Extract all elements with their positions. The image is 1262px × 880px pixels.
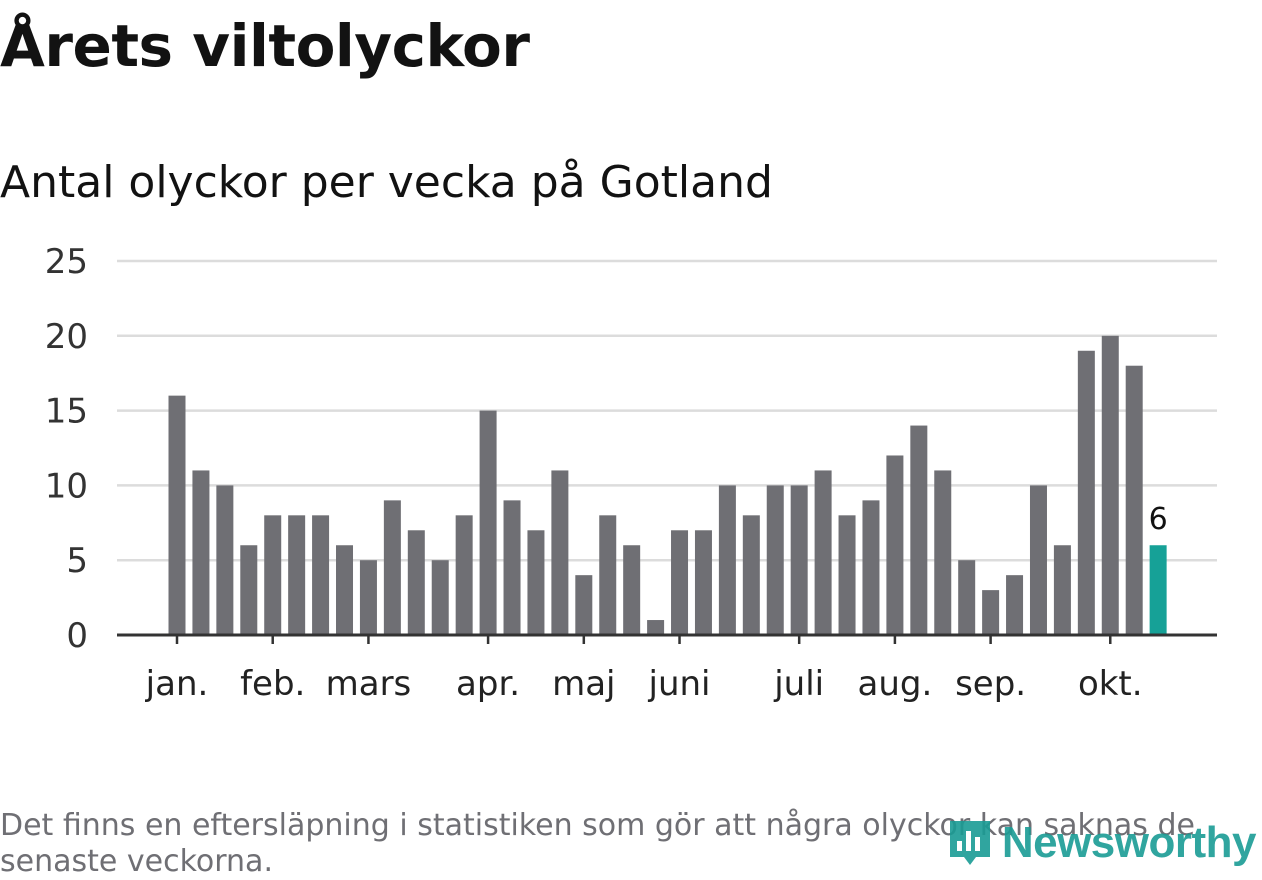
bar-chart: 0 5 10 15 20 25 jan. feb. mars apr. maj juni juli au…	[45, 242, 1217, 704]
bar	[288, 515, 306, 635]
bar	[1029, 485, 1047, 635]
bar	[671, 530, 689, 635]
bar-highlight	[1149, 545, 1167, 635]
bar	[527, 530, 545, 635]
bar	[455, 515, 473, 635]
bar	[551, 470, 569, 635]
y-tick-label: 25	[45, 242, 88, 282]
bar	[838, 515, 856, 635]
bar	[479, 410, 497, 635]
x-month-label: okt.	[1078, 664, 1143, 704]
bar	[910, 425, 928, 635]
bar	[1077, 350, 1095, 635]
footnote: Det finns en eftersläpning i statistiken…	[0, 808, 1195, 879]
x-month-label: apr.	[456, 664, 520, 704]
x-month-label: mars	[326, 664, 412, 704]
bar	[958, 560, 976, 635]
bar	[886, 455, 904, 635]
x-axis-month-labels: jan. feb. mars apr. maj juni juli aug. sep. okt.	[145, 664, 1143, 704]
y-tick-label: 0	[66, 616, 88, 656]
bar	[383, 500, 401, 635]
x-month-label: sep.	[955, 664, 1026, 704]
y-tick-label: 20	[45, 317, 88, 357]
chart-title: Årets viltolyckor	[0, 12, 530, 80]
y-tick-label: 15	[45, 392, 88, 432]
y-tick-label: 5	[66, 541, 88, 581]
x-axis-ticks	[175, 635, 1112, 644]
bar	[982, 590, 1000, 635]
bar	[742, 515, 760, 635]
bar	[790, 485, 808, 635]
bar	[503, 500, 521, 635]
y-tick-label: 10	[45, 466, 88, 506]
bar	[623, 545, 641, 635]
bar	[192, 470, 210, 635]
bar	[240, 545, 258, 635]
bar	[431, 560, 449, 635]
bars	[168, 335, 1167, 635]
bar	[336, 545, 354, 635]
bar	[407, 530, 425, 635]
bar	[1125, 365, 1143, 635]
bar	[1101, 335, 1119, 635]
newsworthy-logo: Newsworthy	[946, 817, 1257, 869]
bar-chart-logo-icon	[949, 821, 990, 865]
bar	[647, 620, 665, 635]
bar	[312, 515, 330, 635]
gridlines	[117, 259, 1217, 562]
bar	[718, 485, 736, 635]
bar	[1053, 545, 1071, 635]
bar	[264, 515, 282, 635]
y-axis-tick-labels: 0 5 10 15 20 25	[45, 242, 88, 656]
bar	[934, 470, 952, 635]
bar	[694, 530, 712, 635]
highlight-value-label: 6	[1149, 502, 1168, 537]
x-month-label: feb.	[240, 664, 305, 704]
bar	[814, 470, 832, 635]
chart-subtitle: Antal olyckor per vecka på Gotland	[0, 157, 773, 208]
bar	[575, 575, 593, 635]
brand-name: Newsworthy	[1001, 818, 1257, 867]
annotations: 6	[1149, 502, 1168, 537]
bar	[599, 515, 617, 635]
bar	[1006, 575, 1024, 635]
x-month-label: maj	[552, 664, 615, 704]
bar	[359, 560, 377, 635]
x-month-label: juni	[648, 664, 711, 704]
bar	[168, 395, 186, 635]
x-month-label: juli	[773, 664, 824, 704]
x-month-label: jan.	[145, 664, 209, 704]
x-month-label: aug.	[858, 664, 933, 704]
bar	[766, 485, 784, 635]
bar	[216, 485, 234, 635]
bar	[862, 500, 880, 635]
